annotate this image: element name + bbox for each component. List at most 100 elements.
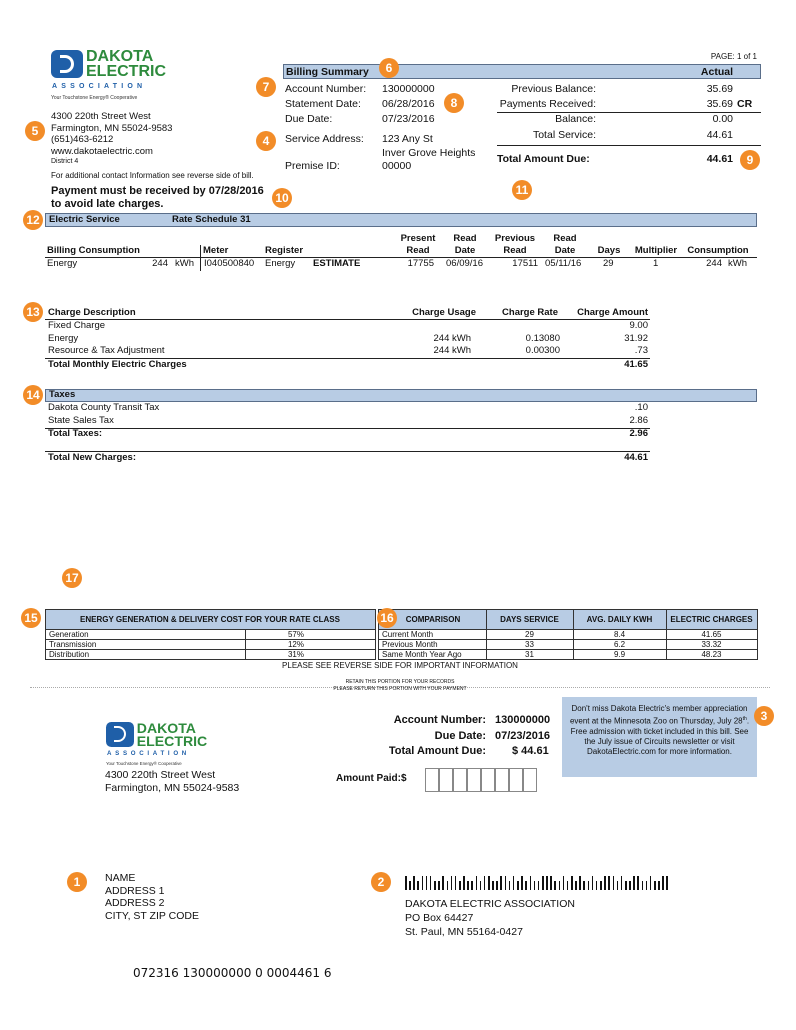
rule [45,428,650,429]
digit-box [509,768,523,792]
cell: Current Month [382,629,434,639]
phone: (651)463-6212 [51,134,114,146]
table-title: ENERGY GENERATION & DELIVERY COST FOR YO… [80,614,340,624]
barcode-bar [425,876,428,890]
callout-badge: 9 [740,150,760,170]
cell: kWh [728,258,747,270]
callout-badge: 16 [377,608,397,628]
barcode-bar [475,876,478,890]
label: Total Amount Due: [497,152,590,165]
digit-box [439,768,453,792]
cell: 05/11/16 [545,258,582,270]
retain-note: RETAIN THIS PORTION FOR YOUR RECORDS [345,678,455,685]
digit-box [467,768,481,792]
rule [497,112,761,113]
contact-note: For additional contact Information see r… [51,171,254,180]
barcode-bar [587,881,590,890]
customer-address: CITY, ST ZIP CODE [105,910,199,923]
rule [45,319,650,320]
digit-box [425,768,439,792]
callout-badge: 2 [371,872,391,892]
cell: 06/09/16 [446,258,483,270]
logo-icon [60,55,74,73]
callout-badge: 14 [23,385,43,405]
retain-note: PLEASE RETURN THIS PORTION WITH YOUR PAY… [333,685,467,692]
barcode-bar [658,881,660,890]
cell: Distribution [49,649,90,659]
barcode-bar [488,876,490,890]
barcode-bar [521,876,523,890]
amount: 2.86 [629,415,649,427]
rate: Rate Schedule 31 [172,214,251,226]
description: Resource & Tax Adjustment [48,345,165,357]
amount: 9.00 [629,320,649,332]
barcode-bar [405,876,407,890]
callout-badge: 3 [754,706,774,726]
barcode-bar [579,876,581,890]
cell: 48.23 [701,649,722,659]
barcode-bar [492,881,494,890]
barcode-bar [550,876,552,890]
callout-badge: 15 [21,608,41,628]
cell: 57% [287,629,304,639]
label: Total New Charges: [48,452,136,464]
barcode-bar [637,876,639,890]
amount: 31.92 [624,332,648,344]
usage: 244 kWh [433,345,472,357]
description: Dakota County Transit Tax [48,402,160,414]
callout-badge: 11 [512,180,532,200]
barcode-bar [562,876,565,890]
cell: 29 [603,258,614,270]
barcode-bar [583,881,586,890]
cell: 31 [525,649,534,659]
label: Due Date: [434,729,486,742]
rate: 0.13080 [525,332,560,344]
label: Previous Balance: [511,82,596,95]
barcode-bar [450,876,453,890]
column-header: Read Date [453,233,477,256]
cell: 41.65 [701,629,722,639]
callout-badge: 5 [25,121,45,141]
payment-notice: Payment must be received by 07/28/2016 [51,184,264,197]
value: 123 Any St [382,132,433,145]
column-header: Consumption [687,244,749,256]
table-cell [666,649,758,660]
promo-sup: th [742,716,747,722]
barcode-bar [517,881,519,890]
value: 44.61 [706,128,733,141]
column-header: Billing Consumption [47,244,140,256]
barcode-bar [533,881,536,890]
barcode-bar [591,876,594,890]
label: Balance: [555,112,596,125]
label: Account Number: [285,82,367,95]
cell: 33 [525,639,534,649]
column-header: Charge Amount [577,307,648,319]
logo-text: DAKOTA [86,48,154,65]
cell: 9.9 [613,649,626,659]
address: 4300 220th Street West [105,768,216,781]
column-header: Days [597,244,621,256]
digit-box [495,768,509,792]
column-header: Charge Rate [502,307,558,319]
reverse-note: PLEASE SEE REVERSE SIDE FOR IMPORTANT IN… [282,661,518,670]
promo-text: Don't miss Dakota Electric's member appr… [566,704,753,757]
value: $ 44.61 [512,744,549,757]
barcode-bar [508,881,511,890]
column-header: Register [265,244,304,256]
description: State Sales Tax [48,415,114,427]
amount: 2.96 [629,428,649,440]
usage: 244 kWh [433,332,472,344]
logo-text: ELECTRIC [86,63,166,80]
remit-address: DAKOTA ELECTRIC ASSOCIATION [405,897,575,910]
title: Electric Service [49,214,120,226]
label: Total Amount Due: [388,744,486,757]
rate: 0.00300 [525,345,560,357]
logo-icon [113,726,127,743]
cell: 17755 [407,258,434,270]
scanline: 072316 130000000 0 0004461 6 [133,966,332,980]
callout-badge: 10 [272,188,292,208]
cell: 33.32 [701,639,722,649]
promo-before: Don't miss Dakota Electric's member appr… [569,704,748,726]
rule [45,257,757,258]
